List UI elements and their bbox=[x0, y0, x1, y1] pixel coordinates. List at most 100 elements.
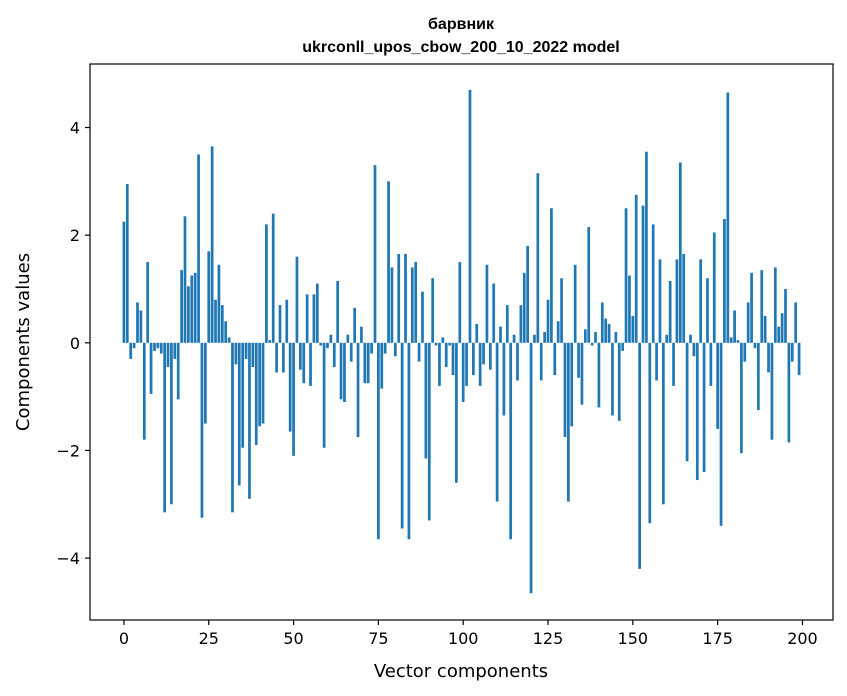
bar-184 bbox=[746, 302, 750, 343]
bar-138 bbox=[590, 342, 594, 346]
bar-170 bbox=[699, 259, 703, 343]
bar-80 bbox=[393, 342, 397, 357]
bar-199 bbox=[797, 342, 801, 376]
bar-94 bbox=[441, 337, 445, 343]
x-tick-label: 150 bbox=[618, 629, 649, 648]
bar-84 bbox=[407, 342, 411, 540]
y-tick-label: 0 bbox=[70, 334, 80, 353]
bar-151 bbox=[634, 194, 638, 343]
bar-10 bbox=[156, 342, 160, 349]
bar-133 bbox=[573, 264, 577, 343]
bar-81 bbox=[397, 253, 401, 343]
bar-19 bbox=[187, 286, 190, 343]
bar-105 bbox=[478, 342, 482, 386]
bar-34 bbox=[237, 342, 241, 486]
bar-197 bbox=[790, 342, 794, 362]
bar-150 bbox=[631, 315, 635, 343]
bar-7 bbox=[146, 262, 150, 343]
y-tick-label: 2 bbox=[70, 226, 80, 245]
bar-175 bbox=[716, 342, 720, 429]
bar-70 bbox=[360, 326, 363, 343]
bar-123 bbox=[539, 342, 543, 381]
bar-115 bbox=[512, 334, 516, 343]
bar-62 bbox=[332, 342, 336, 368]
bar-52 bbox=[298, 342, 302, 370]
chart-title-line1: барвник bbox=[428, 16, 495, 33]
bar-145 bbox=[614, 332, 618, 343]
bar-4 bbox=[136, 302, 139, 343]
bar-185 bbox=[750, 272, 753, 343]
y-axis-label: Components values bbox=[13, 253, 34, 431]
bar-44 bbox=[271, 213, 275, 343]
bar-92 bbox=[434, 342, 438, 346]
bar-76 bbox=[380, 342, 384, 389]
bar-2 bbox=[129, 342, 133, 359]
chart-title-line2: ukrconll_upos_cbow_200_10_2022 model bbox=[302, 39, 619, 56]
bar-122 bbox=[536, 173, 540, 343]
bar-173 bbox=[709, 342, 713, 386]
bar-193 bbox=[777, 326, 781, 343]
bar-31 bbox=[227, 337, 231, 343]
bar-78 bbox=[387, 181, 390, 343]
bar-79 bbox=[390, 267, 394, 343]
bar-153 bbox=[641, 205, 645, 343]
bar-72 bbox=[366, 342, 370, 384]
bar-50 bbox=[292, 342, 295, 456]
bar-0 bbox=[122, 221, 126, 343]
bar-144 bbox=[611, 342, 614, 416]
bar-37 bbox=[248, 342, 251, 499]
bar-63 bbox=[336, 280, 340, 343]
bar-131 bbox=[567, 342, 570, 502]
bar-171 bbox=[702, 342, 706, 472]
bar-166 bbox=[685, 342, 689, 462]
bar-169 bbox=[695, 342, 699, 481]
bar-64 bbox=[339, 342, 343, 400]
bar-61 bbox=[329, 334, 333, 343]
bar-136 bbox=[583, 329, 587, 343]
bar-162 bbox=[672, 342, 675, 386]
bar-11 bbox=[159, 342, 163, 354]
bar-85 bbox=[410, 267, 414, 343]
bar-179 bbox=[729, 337, 733, 343]
bar-87 bbox=[417, 342, 421, 362]
bar-195 bbox=[784, 288, 787, 343]
bar-12 bbox=[163, 342, 166, 513]
bar-111 bbox=[499, 326, 502, 343]
bar-40 bbox=[258, 342, 261, 427]
bar-139 bbox=[594, 332, 597, 343]
bar-88 bbox=[421, 291, 424, 343]
bar-39 bbox=[254, 342, 258, 446]
bar-187 bbox=[757, 342, 760, 411]
bar-6 bbox=[142, 342, 146, 440]
bar-95 bbox=[444, 342, 448, 368]
bar-45 bbox=[275, 342, 278, 373]
bar-172 bbox=[706, 278, 709, 343]
bar-54 bbox=[305, 294, 309, 343]
y-tick-label: −4 bbox=[56, 549, 80, 568]
bar-165 bbox=[682, 253, 686, 343]
bar-137 bbox=[587, 227, 591, 343]
bar-14 bbox=[170, 342, 173, 505]
x-axis-label: Vector components bbox=[374, 661, 548, 682]
bar-167 bbox=[689, 334, 692, 343]
bar-127 bbox=[553, 342, 557, 376]
bar-20 bbox=[190, 275, 194, 343]
bar-69 bbox=[356, 342, 360, 437]
x-tick-label: 175 bbox=[702, 629, 733, 648]
bar-146 bbox=[617, 342, 621, 421]
bar-174 bbox=[712, 232, 716, 343]
bar-55 bbox=[309, 342, 312, 386]
bar-120 bbox=[529, 342, 533, 594]
bar-188 bbox=[760, 270, 764, 343]
bar-182 bbox=[740, 342, 743, 454]
bar-121 bbox=[533, 334, 536, 343]
bar-41 bbox=[261, 342, 265, 424]
bar-28 bbox=[217, 264, 221, 343]
bar-117 bbox=[519, 305, 523, 343]
x-tick-label: 100 bbox=[448, 629, 479, 648]
bar-159 bbox=[662, 342, 665, 505]
bar-176 bbox=[719, 342, 723, 526]
bar-47 bbox=[282, 342, 285, 373]
bar-161 bbox=[668, 280, 672, 343]
